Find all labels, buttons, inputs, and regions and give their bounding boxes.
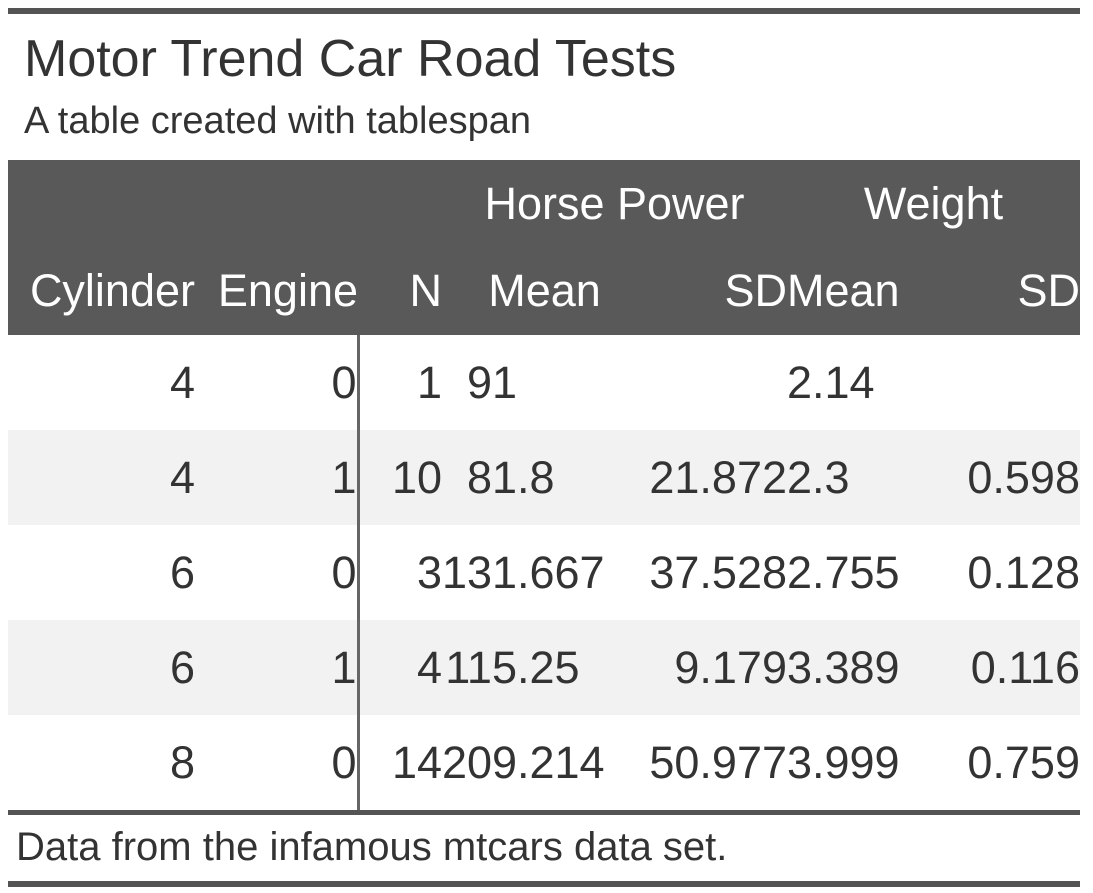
footer-rule: [8, 810, 1080, 815]
table-footnote: Data from the infamous mtcars data set.: [16, 825, 728, 869]
cell-hp-sd: 21.872: [647, 430, 787, 525]
spanner-weight: Weight: [787, 160, 1080, 247]
col-header-engine: Engine: [195, 247, 358, 335]
cell-hp-sd: 50.977: [649, 736, 787, 788]
cell-cylinder: 6: [8, 620, 195, 715]
cell-hp-mean: 91: [466, 356, 517, 408]
table-row: 4 0 1 91 2.14: [8, 335, 1080, 430]
cell-cylinder: 6: [169, 546, 195, 598]
top-rule: [8, 8, 1080, 14]
cell-hp-mean: 131.667: [442, 546, 605, 598]
table-subtitle: A table created with tablespan: [24, 100, 532, 142]
cell-engine: 1: [195, 620, 360, 715]
spanner-row: Horse Power Weight: [8, 160, 1080, 247]
spanner-empty: [8, 160, 442, 247]
cell-engine: 0: [195, 715, 360, 810]
cell-wt-mean: 2.3: [787, 430, 967, 525]
cell-cylinder: 4: [8, 430, 195, 525]
spanner-horse-power: Horse Power: [442, 160, 787, 247]
cell-hp-mean: 209.214: [442, 736, 605, 788]
table-row: 6 1 4 115.25 9.179 3.389 0.116: [8, 620, 1080, 715]
cell-wt-mean: 2.14: [787, 356, 875, 408]
cell-n: 14: [391, 736, 442, 788]
table-row: 4 1 10 81.8 21.872 2.3 0.598: [8, 430, 1080, 525]
column-header-row: Cylinder Engine N Mean SD Mean SD: [8, 247, 1080, 335]
col-header-hp-mean: Mean: [442, 247, 647, 335]
col-header-cylinder: Cylinder: [8, 247, 195, 335]
cell-cylinder: 4: [169, 356, 195, 408]
cell-cylinder: 8: [169, 736, 195, 788]
table-title: Motor Trend Car Road Tests: [24, 30, 677, 88]
cell-engine: 0: [195, 525, 360, 620]
table-header: Horse Power Weight Cylinder Engine N Mean SD…: [8, 160, 1080, 335]
bottom-rule: [8, 881, 1080, 887]
cell-wt-mean: 2.755: [787, 546, 900, 598]
cell-wt-sd: 0.759: [967, 736, 1080, 788]
cell-engine: 0: [195, 335, 360, 430]
cell-wt-sd: 0.116: [967, 620, 1080, 715]
table-card: Motor Trend Car Road Tests A table creat…: [8, 8, 1080, 887]
data-table: Horse Power Weight Cylinder Engine N Mean SD…: [8, 160, 1080, 810]
col-header-wt-sd: SD: [967, 247, 1080, 335]
table-row: 6 0 3 131.667 37.528 2.755 0.128: [8, 525, 1080, 620]
cell-wt-mean: 3.389: [787, 620, 967, 715]
cell-n: 4: [358, 620, 442, 715]
cell-wt-sd: [967, 335, 1080, 430]
cell-hp-mean: 81.8: [442, 430, 647, 525]
cell-hp-mean: 115.25: [442, 620, 647, 715]
cell-engine: 1: [195, 430, 360, 525]
col-header-wt-mean: Mean: [787, 247, 967, 335]
col-header-n: N: [358, 247, 442, 335]
col-header-hp-sd: SD: [647, 247, 787, 335]
cell-hp-sd: 9.179: [647, 620, 787, 715]
table-body: 4 0 1 91 2.14 4 1 10 81.8 21.872 2.3 0.598 6 0 3 131.66…: [8, 335, 1080, 810]
table-row: 8 0 14 209.214 50.977 3.999 0.759: [8, 715, 1080, 810]
cell-n: 10: [358, 430, 442, 525]
cell-n: 1: [416, 356, 442, 408]
cell-wt-sd: 0.598: [967, 430, 1080, 525]
cell-wt-sd: 0.128: [967, 546, 1080, 598]
cell-n: 3: [416, 546, 442, 598]
cell-hp-sd: 37.528: [649, 546, 787, 598]
cell-hp-sd: [647, 335, 787, 430]
cell-wt-mean: 3.999: [787, 736, 900, 788]
